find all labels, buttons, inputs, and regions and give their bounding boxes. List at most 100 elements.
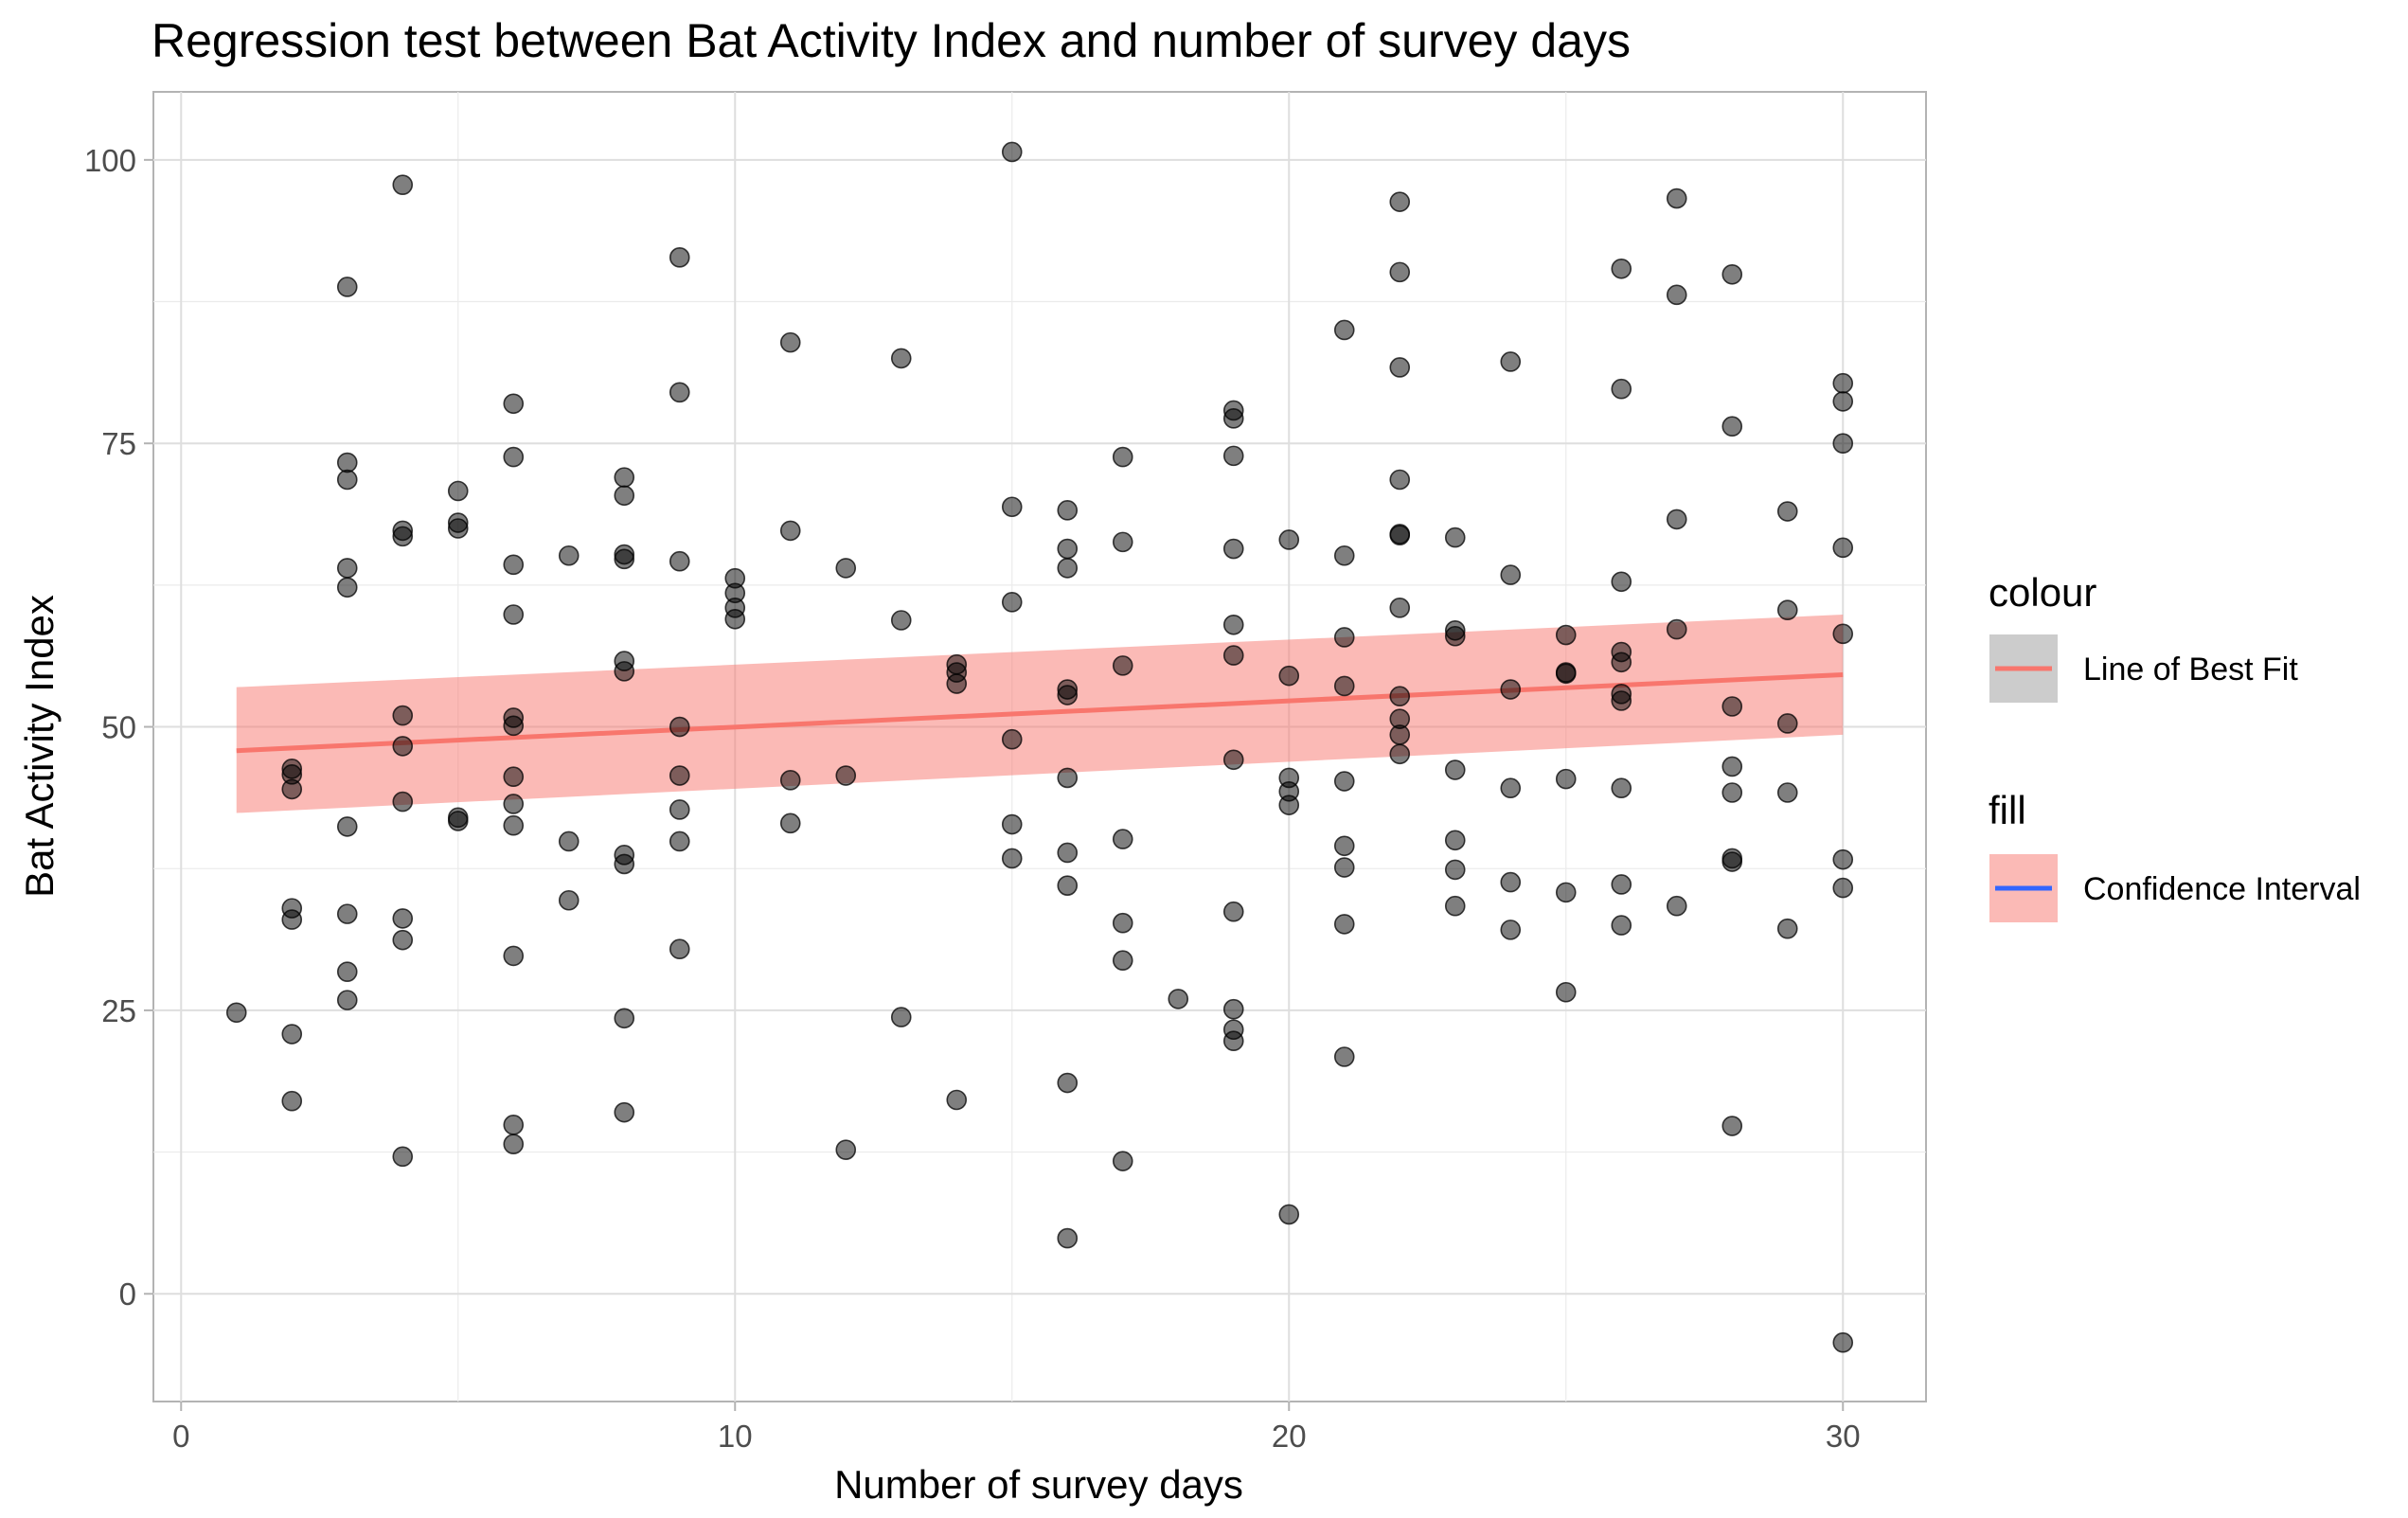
chart-title: Regression test between Bat Activity Ind… xyxy=(152,14,1631,67)
data-point xyxy=(779,770,801,791)
data-point xyxy=(669,938,690,960)
data-point xyxy=(779,331,801,353)
data-point xyxy=(447,811,469,831)
data-point xyxy=(336,277,358,297)
data-point xyxy=(614,467,635,488)
x-axis-ticks: 0 10 20 30 xyxy=(172,1402,1861,1454)
data-point xyxy=(392,929,414,951)
data-point xyxy=(1057,842,1079,864)
data-point xyxy=(1333,545,1355,566)
data-point xyxy=(336,558,358,579)
data-point xyxy=(1444,895,1466,917)
data-point xyxy=(392,1146,414,1168)
x-tick-label: 20 xyxy=(1272,1419,1307,1454)
data-point xyxy=(1112,655,1133,676)
data-point xyxy=(1666,284,1687,306)
legend: colour Line of Best Fit fill Confidence … xyxy=(1989,570,2361,922)
data-point xyxy=(1222,749,1244,771)
data-point xyxy=(1112,1151,1133,1171)
y-axis-ticks: 0 25 50 75 100 xyxy=(84,143,153,1312)
data-point xyxy=(1001,848,1023,869)
data-point xyxy=(1389,261,1411,283)
data-point xyxy=(1611,777,1632,799)
data-point xyxy=(281,778,303,800)
data-point xyxy=(1112,531,1133,553)
data-point xyxy=(1112,446,1133,468)
data-point xyxy=(1333,675,1355,697)
data-point xyxy=(336,469,358,491)
data-point xyxy=(1389,598,1411,618)
data-point xyxy=(1389,743,1411,765)
data-point xyxy=(1611,571,1632,593)
data-point xyxy=(614,485,635,507)
data-point xyxy=(614,548,635,570)
data-point xyxy=(669,247,690,268)
points-layer xyxy=(225,141,1854,1353)
data-point xyxy=(835,1139,857,1160)
data-point xyxy=(1057,875,1079,896)
data-point xyxy=(1112,950,1133,972)
data-point xyxy=(1721,1116,1743,1136)
data-point xyxy=(1721,696,1743,717)
data-point xyxy=(946,1089,968,1111)
legend-colour-title: colour xyxy=(1989,570,2096,615)
data-point xyxy=(392,705,414,726)
data-point xyxy=(890,610,912,631)
data-point xyxy=(392,526,414,547)
data-point xyxy=(336,990,358,1010)
data-point xyxy=(1500,777,1522,799)
data-point xyxy=(1389,724,1411,745)
data-point xyxy=(503,814,525,836)
data-point xyxy=(503,393,525,415)
data-point xyxy=(669,382,690,403)
data-point xyxy=(669,716,690,738)
fit-line-layer xyxy=(236,671,1844,754)
data-point xyxy=(447,480,469,502)
data-point xyxy=(1222,645,1244,666)
data-point xyxy=(1611,378,1632,400)
data-point xyxy=(614,661,635,682)
data-point xyxy=(1776,918,1798,939)
data-point xyxy=(1832,1331,1854,1353)
data-point xyxy=(1500,679,1522,700)
y-tick-label: 25 xyxy=(101,993,136,1028)
y-tick-label: 75 xyxy=(101,426,136,461)
data-point xyxy=(1389,469,1411,491)
data-point xyxy=(1721,851,1743,872)
data-point xyxy=(1222,408,1244,429)
data-point xyxy=(1500,564,1522,585)
data-point xyxy=(336,961,358,982)
data-point xyxy=(1057,500,1079,521)
data-point xyxy=(558,545,580,566)
data-point xyxy=(1222,1030,1244,1052)
data-point xyxy=(1389,357,1411,378)
data-point xyxy=(1333,627,1355,648)
data-point xyxy=(503,715,525,737)
data-point xyxy=(503,794,525,814)
data-point xyxy=(1389,525,1411,545)
data-point xyxy=(614,1101,635,1123)
data-point xyxy=(1112,912,1133,934)
data-point xyxy=(281,909,303,930)
data-point xyxy=(1001,728,1023,750)
data-point xyxy=(669,830,690,852)
data-point xyxy=(946,673,968,694)
data-point xyxy=(1333,1046,1355,1067)
data-point xyxy=(1611,915,1632,936)
data-point xyxy=(890,1007,912,1027)
data-point xyxy=(1776,501,1798,522)
data-point xyxy=(1832,372,1854,394)
y-tick-label: 100 xyxy=(84,143,136,178)
data-point xyxy=(1278,529,1300,550)
data-point xyxy=(1222,614,1244,635)
data-point xyxy=(1666,188,1687,209)
data-point xyxy=(779,520,801,542)
data-point xyxy=(1444,759,1466,780)
data-point xyxy=(1776,599,1798,621)
data-point xyxy=(1057,767,1079,789)
data-point xyxy=(1776,782,1798,803)
data-point xyxy=(1444,527,1466,548)
data-point xyxy=(225,1002,247,1024)
data-point xyxy=(392,791,414,813)
data-point xyxy=(336,816,358,837)
